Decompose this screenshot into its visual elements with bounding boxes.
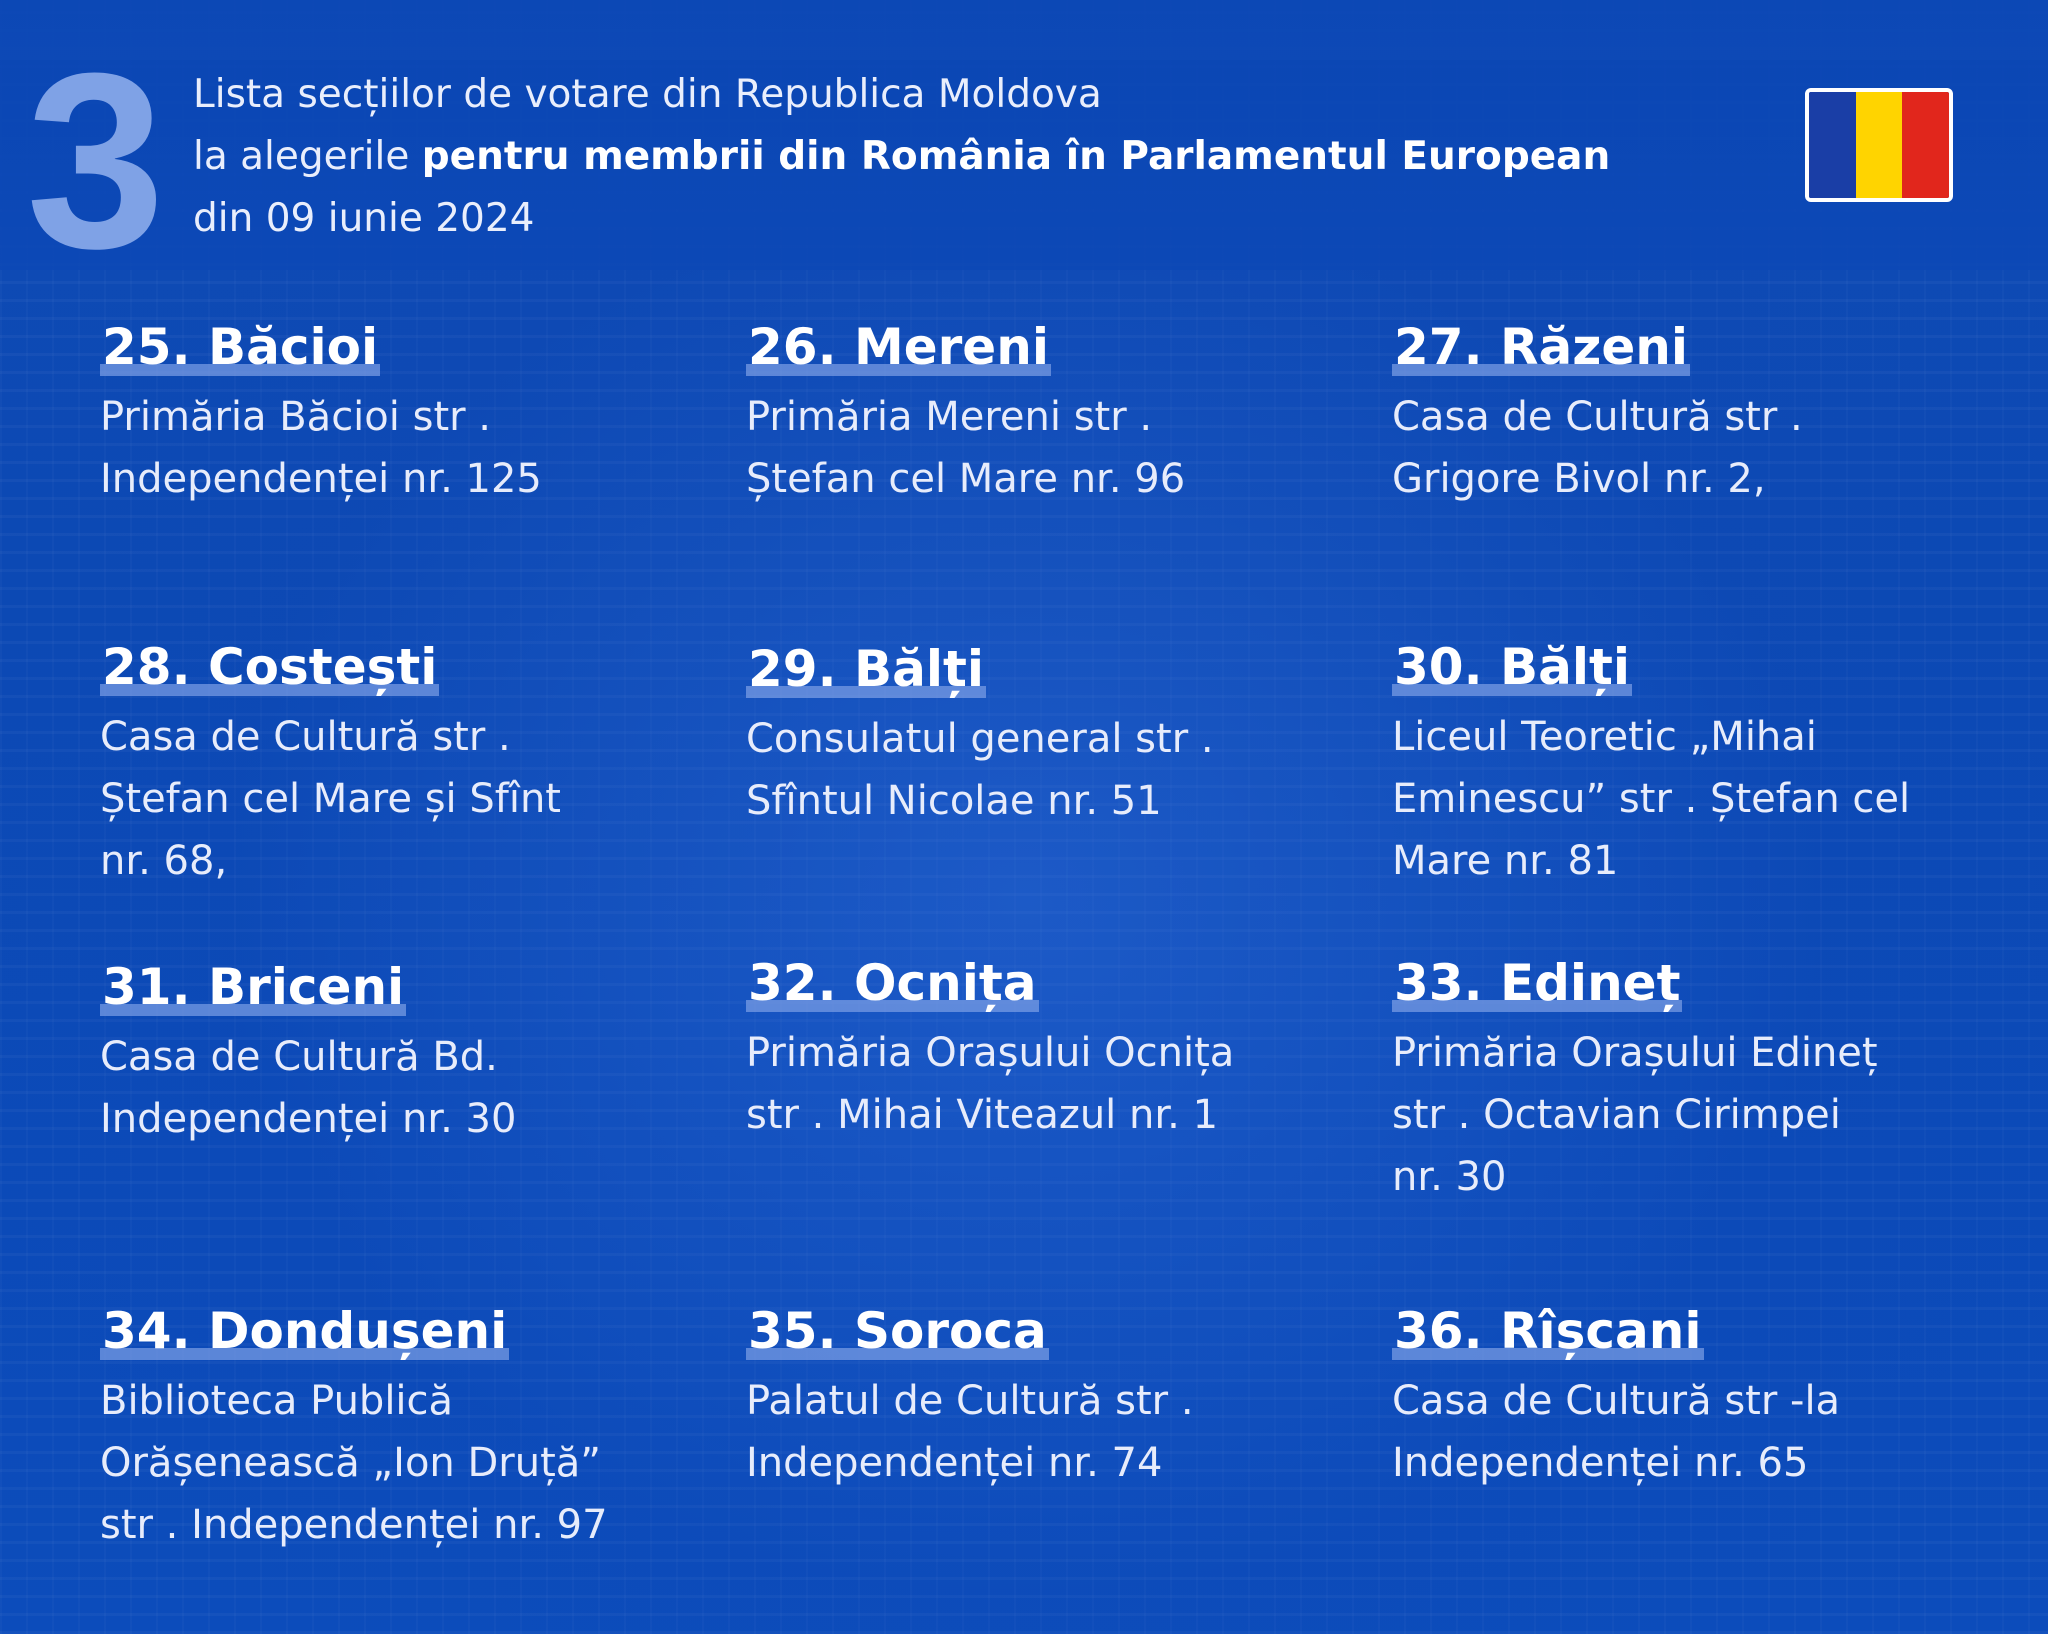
station-item: 31. Briceni Casa de Cultură Bd. Independ…	[100, 958, 700, 1150]
station-item: 35. Soroca Palatul de Cultură str . Inde…	[746, 1302, 1346, 1494]
station-item: 36. Rîșcani Casa de Cultură str -la Inde…	[1392, 1302, 1992, 1494]
header: 3 Lista secțiilor de votare din Republic…	[0, 0, 2048, 286]
station-title: 25. Băcioi	[100, 318, 381, 376]
romania-flag-icon	[1805, 88, 1953, 202]
flag-stripe-blue	[1809, 92, 1856, 198]
station-address: Casa de Cultură str . Ștefan cel Mare și…	[100, 714, 561, 884]
flag-stripe-red	[1902, 92, 1949, 198]
station-title: 31. Briceni	[100, 958, 407, 1016]
station-address: Consulatul general str . Sfîntul Nicolae…	[746, 716, 1214, 824]
header-line-2: la alegerile pentru membrii din România …	[193, 126, 1610, 188]
station-address: Casa de Cultură str . Grigore Bivol nr. …	[1392, 394, 1803, 502]
station-title: 32. Ocnița	[746, 954, 1039, 1012]
station-address: Liceul Teoretic „Mihai Eminescu” str . Ș…	[1392, 714, 1911, 884]
station-item: 30. Bălți Liceul Teoretic „Mihai Eminesc…	[1392, 638, 1992, 892]
station-title: 27. Răzeni	[1392, 318, 1690, 376]
flag-stripe-yellow	[1855, 92, 1903, 198]
station-item: 28. Costești Casa de Cultură str . Ștefa…	[100, 638, 700, 892]
station-title: 28. Costești	[100, 638, 440, 696]
station-item: 25. Băcioi Primăria Băcioi str . Indepen…	[100, 318, 700, 510]
station-address: Palatul de Cultură str . Independenței n…	[746, 1378, 1194, 1486]
station-address: Biblioteca Publică Orășenească „Ion Druț…	[100, 1378, 608, 1548]
station-title: 29. Bălți	[746, 640, 987, 698]
station-item: 34. Dondușeni Biblioteca Publică Orășene…	[100, 1302, 700, 1556]
station-address: Primăria Băcioi str . Independenței nr. …	[100, 394, 542, 502]
station-address: Casa de Cultură Bd. Independenței nr. 30	[100, 1034, 517, 1142]
page-number: 3	[26, 21, 166, 300]
station-title: 33. Edineț	[1392, 954, 1683, 1012]
station-address: Primăria Mereni str . Ștefan cel Mare nr…	[746, 394, 1186, 502]
station-item: 33. Edineț Primăria Orașului Edineț str …	[1392, 954, 1992, 1208]
header-line-1: Lista secțiilor de votare din Republica …	[193, 72, 1102, 117]
station-title: 36. Rîșcani	[1392, 1302, 1704, 1360]
station-address: Primăria Orașului Edineț str . Octavian …	[1392, 1030, 1878, 1200]
station-address: Casa de Cultură str -la Independenței nr…	[1392, 1378, 1841, 1486]
station-address: Primăria Orașului Ocnița str . Mihai Vit…	[746, 1030, 1235, 1138]
station-item: 26. Mereni Primăria Mereni str . Ștefan …	[746, 318, 1346, 510]
station-item: 27. Răzeni Casa de Cultură str . Grigore…	[1392, 318, 1992, 510]
station-item: 32. Ocnița Primăria Orașului Ocnița str …	[746, 954, 1346, 1146]
header-text: Lista secțiilor de votare din Republica …	[193, 64, 1610, 250]
header-line-2-prefix: la alegerile	[193, 134, 422, 179]
station-title: 30. Bălți	[1392, 638, 1633, 696]
station-title: 34. Dondușeni	[100, 1302, 510, 1360]
header-line-2-bold: pentru membrii din România în Parlamentu…	[421, 134, 1611, 179]
header-line-3: din 09 iunie 2024	[193, 196, 535, 241]
station-item: 29. Bălți Consulatul general str . Sfînt…	[746, 640, 1346, 832]
station-title: 26. Mereni	[746, 318, 1051, 376]
station-title: 35. Soroca	[746, 1302, 1049, 1360]
